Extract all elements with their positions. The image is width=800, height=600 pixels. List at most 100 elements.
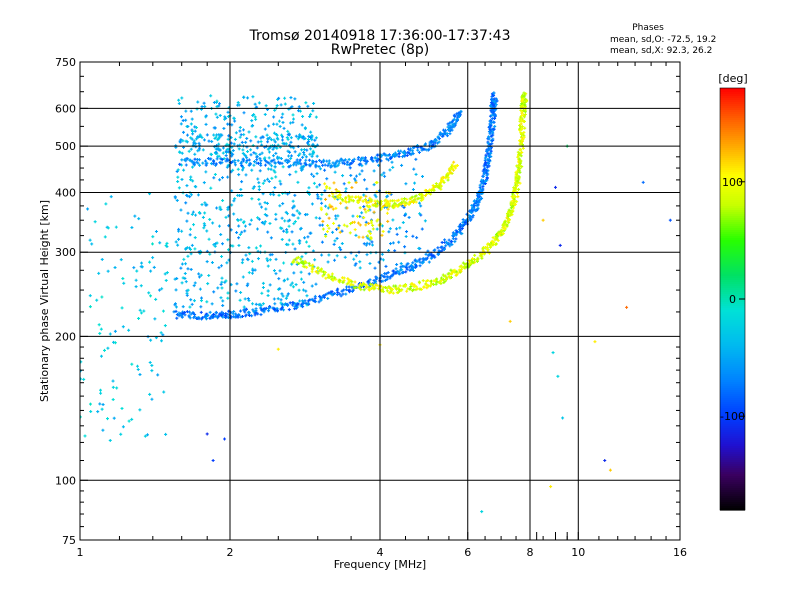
- cluster-point: [120, 306, 124, 310]
- trace-point: [477, 195, 481, 199]
- trace-point: [300, 260, 304, 264]
- trace-point: [443, 128, 447, 132]
- cluster-point: [248, 222, 252, 226]
- trace-point: [486, 242, 490, 246]
- trace-point: [452, 160, 456, 164]
- colorbar-segment: [720, 162, 745, 165]
- y-axis-label: Stationary phase Virtual Height [km]: [38, 200, 51, 402]
- colorbar-segment: [720, 124, 745, 127]
- cluster-point: [411, 234, 415, 238]
- cluster-point: [372, 210, 376, 214]
- colorbar-segment: [720, 344, 745, 347]
- cluster-point: [364, 223, 368, 227]
- trace-point: [295, 158, 299, 162]
- y-tick-label: 200: [55, 330, 76, 343]
- chart-subtitle: RwPretec (8p): [331, 42, 429, 58]
- cluster-point: [279, 182, 283, 186]
- cluster-point: [420, 174, 424, 178]
- trace-point: [180, 158, 184, 162]
- cluster-point: [99, 388, 103, 392]
- trace-point: [359, 288, 363, 292]
- cluster-point: [340, 229, 344, 233]
- cluster-point: [285, 294, 289, 298]
- trace-point: [335, 293, 339, 297]
- trace-point: [317, 300, 321, 304]
- trace-point: [201, 161, 205, 165]
- cluster-point: [247, 246, 251, 250]
- cluster-point: [264, 104, 268, 108]
- trace-point: [388, 202, 392, 206]
- trace-point: [487, 162, 491, 166]
- cluster-point: [181, 305, 185, 309]
- trace-point: [491, 137, 495, 141]
- cluster-point: [226, 122, 230, 126]
- trace-point: [204, 159, 208, 163]
- colorbar-segment: [720, 394, 745, 397]
- trace-point: [327, 273, 331, 277]
- trace-point: [268, 162, 272, 166]
- trace-point: [414, 264, 418, 268]
- cluster-point: [111, 379, 115, 383]
- trace-point: [391, 287, 395, 291]
- trace-point: [490, 97, 494, 101]
- cluster-point: [198, 163, 202, 167]
- cluster-point: [225, 165, 229, 169]
- cluster-point: [196, 135, 200, 139]
- colorbar-segment: [720, 386, 745, 389]
- trace-point: [343, 158, 347, 162]
- trace-point: [418, 257, 422, 261]
- y-tick-label: 300: [55, 246, 76, 259]
- trace-point: [519, 142, 523, 146]
- cluster-point: [196, 100, 200, 104]
- trace-point: [339, 294, 343, 298]
- trace-point: [490, 134, 494, 138]
- cluster-point: [292, 117, 296, 121]
- cluster-point: [331, 207, 335, 211]
- colorbar-segment: [720, 200, 745, 203]
- trace-point: [204, 163, 208, 167]
- trace-point: [518, 148, 522, 152]
- trace-point: [468, 259, 472, 263]
- cluster-point: [260, 291, 264, 295]
- cluster-point: [173, 277, 177, 281]
- cluster-point: [210, 140, 214, 144]
- trace-point: [445, 134, 449, 138]
- y-tick-label: 600: [55, 102, 76, 115]
- colorbar-segment: [720, 106, 745, 109]
- cluster-point: [298, 241, 302, 245]
- trace-point: [476, 203, 480, 207]
- cluster-point: [194, 142, 198, 146]
- trace-point: [280, 161, 284, 165]
- trace-point: [374, 204, 378, 208]
- cluster-point: [186, 254, 190, 258]
- stats-line-o: mean, sd,O: -72.5, 19.2: [610, 35, 716, 45]
- trace-point: [446, 272, 450, 276]
- trace-point: [518, 181, 522, 185]
- colorbar-segment: [720, 266, 745, 269]
- cluster-point: [196, 193, 200, 197]
- cluster-point: [149, 294, 153, 298]
- colorbar-segment: [720, 360, 745, 363]
- cluster-point: [224, 149, 228, 153]
- stats-heading: Phases: [632, 23, 664, 33]
- trace-point: [422, 285, 426, 289]
- colorbar-segment: [720, 298, 745, 301]
- cluster-point: [226, 248, 230, 252]
- cluster-point: [365, 241, 369, 245]
- cluster-point: [236, 101, 240, 105]
- colorbar-segment: [720, 136, 745, 139]
- cluster-point: [201, 215, 205, 219]
- colorbar-segment: [720, 440, 745, 443]
- cluster-point: [165, 241, 169, 245]
- cluster-point: [182, 168, 186, 172]
- trace-point: [492, 91, 496, 95]
- trace-point: [344, 200, 348, 204]
- cluster-point: [150, 369, 154, 373]
- trace-point: [434, 138, 438, 142]
- trace-point: [204, 317, 208, 321]
- isolated-point: [541, 218, 545, 222]
- trace-point: [483, 156, 487, 160]
- cluster-point: [296, 180, 300, 184]
- trace-point: [408, 200, 412, 204]
- trace-point: [432, 188, 436, 192]
